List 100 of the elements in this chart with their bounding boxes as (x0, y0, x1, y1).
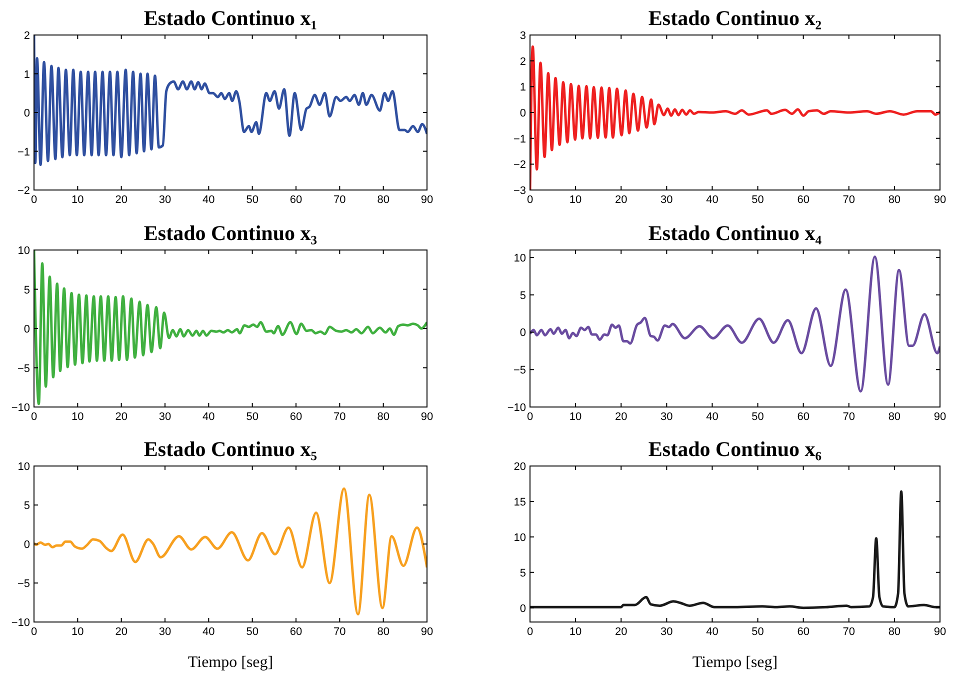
y-tick-label: 0 (520, 602, 526, 615)
x-tick-label: 60 (290, 194, 302, 206)
line-series (530, 45, 940, 190)
y-tick-label: 1 (520, 82, 526, 94)
x-tick-label: 80 (377, 194, 390, 206)
x-tick-label: 20 (115, 626, 128, 638)
x-tick-label: 10 (569, 626, 582, 638)
y-tick-label: 20 (514, 461, 526, 473)
y-tick-label: 5 (24, 284, 30, 296)
x-tick-label: 20 (115, 411, 128, 423)
x-tick-label: 40 (706, 626, 718, 638)
y-tick-label: −10 (507, 402, 526, 414)
y-tick-label: 10 (514, 252, 526, 264)
y-tick-label: −2 (513, 159, 526, 172)
x-tick-label: 90 (420, 626, 434, 638)
y-tick-label: −1 (17, 146, 30, 158)
chart-title: Estado Continuo x₄ (648, 221, 822, 245)
line-series (530, 490, 940, 610)
y-tick-label: 10 (18, 461, 30, 473)
y-tick-label: 0 (24, 324, 30, 336)
x-tick-label: 50 (246, 626, 258, 638)
x-tick-label: 70 (334, 411, 346, 423)
y-tick-label: 5 (520, 290, 526, 302)
x-tick-label: 80 (377, 411, 390, 423)
x-tick-label: 10 (72, 194, 84, 206)
x-tick-label: 40 (202, 626, 215, 638)
y-tick-label: −5 (17, 578, 30, 590)
x-tick-label: 30 (660, 411, 673, 423)
x-tick-label: 30 (660, 194, 673, 206)
y-tick-label: 2 (520, 56, 526, 68)
y-tick-label: 10 (514, 532, 526, 544)
x-tick-label: 80 (888, 411, 901, 423)
x-tick-label: 30 (660, 626, 673, 638)
x-tick-label: 50 (752, 194, 764, 206)
y-tick-label: 1 (24, 68, 30, 81)
chart-title: Estado Continuo x₆ (648, 437, 822, 461)
y-tick-label: −10 (11, 617, 30, 629)
y-tick-label: 5 (520, 567, 526, 580)
x-tick-label: 80 (888, 626, 901, 638)
x-tick-label: 60 (797, 626, 810, 638)
x-axis-title: Tiempo [seg] (692, 654, 778, 671)
y-tick-label: −5 (513, 364, 526, 377)
line-series (34, 35, 427, 166)
y-tick-label: 0 (520, 108, 526, 120)
x-tick-label: 20 (614, 194, 628, 206)
x-tick-label: 40 (706, 194, 718, 206)
x-tick-label: 70 (334, 626, 346, 638)
x-tick-label: 50 (246, 411, 258, 423)
line-series (530, 255, 940, 393)
y-tick-label: 15 (514, 496, 526, 508)
x-tick-label: 70 (842, 626, 856, 638)
y-tick-label: −10 (11, 402, 30, 414)
x-tick-label: 70 (842, 194, 856, 206)
y-tick-label: −1 (513, 133, 526, 146)
x-tick-label: 50 (752, 626, 764, 638)
x-tick-label: 70 (334, 194, 346, 206)
x-tick-label: 20 (115, 194, 128, 206)
x-tick-label: 40 (202, 194, 215, 206)
x-tick-label: 10 (569, 194, 582, 206)
y-tick-label: 2 (24, 30, 30, 42)
x-tick-label: 40 (202, 411, 215, 423)
x-tick-label: 80 (377, 626, 390, 638)
y-tick-label: 10 (18, 245, 30, 257)
x-tick-label: 20 (614, 411, 628, 423)
y-tick-label: 3 (520, 30, 526, 42)
x-tick-label: 60 (797, 411, 810, 423)
x-tick-label: 60 (290, 626, 302, 638)
x-tick-label: 90 (420, 194, 434, 206)
x-tick-label: 10 (72, 411, 84, 423)
x-tick-label: 90 (420, 411, 434, 423)
x-tick-label: 10 (569, 411, 582, 423)
x-tick-label: 90 (934, 411, 946, 423)
x-tick-label: 90 (934, 626, 946, 638)
x-tick-label: 90 (934, 194, 946, 206)
line-series (34, 250, 427, 406)
x-tick-label: 30 (158, 626, 172, 638)
y-tick-label: −3 (513, 185, 526, 197)
x-tick-label: 20 (614, 626, 628, 638)
x-tick-label: 60 (797, 194, 810, 206)
x-axis-title: Tiempo [seg] (188, 654, 274, 671)
line-series (34, 487, 427, 616)
y-tick-label: 0 (24, 108, 30, 120)
x-tick-label: 30 (158, 411, 172, 423)
x-tick-label: 80 (888, 194, 901, 206)
x-tick-label: 60 (290, 411, 302, 423)
x-tick-label: 50 (246, 194, 258, 206)
x-tick-label: 70 (842, 411, 856, 423)
chart-title: Estado Continuo x₂ (648, 6, 822, 30)
y-tick-label: 0 (24, 539, 30, 551)
y-tick-label: 0 (520, 327, 526, 340)
chart-title: Estado Continuo x₃ (144, 221, 318, 245)
y-tick-label: −5 (17, 362, 30, 375)
x-tick-label: 40 (706, 411, 718, 423)
x-tick-label: 10 (72, 626, 84, 638)
x-tick-label: 30 (158, 194, 172, 206)
x-tick-label: 50 (752, 411, 764, 423)
y-tick-label: −2 (17, 185, 30, 197)
chart-title: Estado Continuo x₅ (144, 437, 318, 461)
chart-title: Estado Continuo x₁ (144, 6, 318, 30)
y-tick-label: 5 (24, 500, 30, 512)
